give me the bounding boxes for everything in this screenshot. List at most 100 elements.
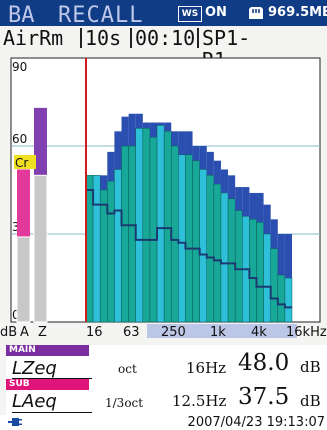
- x-tick-label: 1k: [210, 325, 226, 340]
- band-max-bar: [128, 113, 136, 146]
- x-tick-label: 16kHz: [286, 325, 327, 340]
- x-tick-label: 250: [161, 325, 186, 340]
- band-eq-bar: [149, 136, 158, 323]
- band-eq-bar: [142, 128, 151, 323]
- band-eq-bar: [270, 248, 279, 323]
- band-eq-bar: [185, 154, 193, 323]
- band-max-bar: [228, 175, 236, 199]
- broadband-max-bar: [34, 107, 47, 176]
- main-value: 48.0: [238, 350, 290, 376]
- sub-underline: [12, 412, 92, 413]
- band-eq-bar: [284, 277, 293, 323]
- band-max-bar: [121, 116, 129, 146]
- spectrum-chart: 0306090CrdBAZ16632501k4k16kHz: [0, 57, 327, 340]
- band-eq-bar: [156, 125, 165, 323]
- band-max-bar: [164, 122, 172, 132]
- band-eq-bar: [213, 183, 222, 323]
- band-eq-bar: [227, 198, 236, 323]
- band-eq-bar: [128, 145, 136, 323]
- band-eq-bar: [170, 145, 179, 323]
- setup-name: SP1-R1-SG: [202, 26, 251, 93]
- broadband-eq-bar: [16, 236, 31, 323]
- band-eq-bar: [99, 189, 108, 323]
- band-eq-bar: [277, 274, 286, 323]
- y-tick-label: 90: [12, 60, 27, 74]
- main-frequency: 16Hz: [186, 359, 227, 377]
- band-eq-bar: [163, 131, 172, 323]
- band-max-bar: [270, 219, 278, 249]
- info-divider: [130, 28, 132, 48]
- band-max-bar: [220, 169, 229, 193]
- band-max-bar: [100, 175, 108, 190]
- sub-value: 37.5: [238, 384, 290, 410]
- x-tick-label: dB: [0, 325, 17, 340]
- band-max-bar: [213, 160, 221, 185]
- x-tick-label: Z: [38, 325, 47, 340]
- broadband-eq-bar: [33, 174, 48, 323]
- band-eq-bar: [121, 145, 129, 323]
- band-max-bar: [284, 234, 292, 278]
- location-name: AirRm: [3, 26, 64, 50]
- elapsed-time: 00:10: [135, 26, 196, 50]
- readout-panel: MAIN LZeq oct 16Hz 48.0 dB SUB LAeq 1/3o…: [6, 345, 327, 415]
- band-max-bar: [185, 131, 193, 155]
- cursor-badge-label: Cr: [15, 156, 28, 170]
- main-measure: LZeq: [12, 358, 57, 379]
- band-eq-bar: [178, 154, 186, 323]
- band-max-bar: [171, 131, 179, 146]
- interval-value: 10s: [85, 26, 122, 50]
- band-eq-bar: [234, 210, 243, 323]
- band-eq-bar: [249, 219, 257, 323]
- y-tick-label: 60: [12, 132, 27, 146]
- band-max-bar: [249, 192, 257, 220]
- band-max-bar: [107, 151, 115, 182]
- band-eq-bar: [135, 128, 144, 323]
- band-max-bar: [114, 131, 122, 170]
- band-eq-bar: [92, 175, 101, 323]
- main-underline: [12, 378, 92, 379]
- band-max-bar: [235, 187, 243, 211]
- footer-bar: 2007/04/23 19:13:07: [0, 415, 327, 430]
- timestamp: 2007/04/23 19:13:07: [187, 415, 325, 430]
- band-max-bar: [242, 187, 250, 217]
- info-divider: [197, 28, 199, 48]
- sub-band: 1/3oct: [105, 396, 144, 410]
- band-max-bar: [192, 146, 200, 161]
- band-eq-bar: [192, 160, 200, 323]
- sub-measure: LAeq: [12, 391, 57, 412]
- screen-title: RECALL: [58, 3, 144, 28]
- band-eq-bar: [199, 169, 208, 323]
- main-unit: dB: [300, 358, 321, 376]
- band-min-line: [86, 189, 292, 309]
- band-eq-bar: [114, 169, 122, 323]
- band-max-bar: [178, 131, 186, 155]
- ws-indicator: WS: [178, 6, 202, 22]
- info-divider: [80, 28, 82, 48]
- x-tick-label: A: [20, 325, 29, 340]
- x-tick-label: 16: [86, 325, 103, 340]
- band-max-bar: [135, 113, 143, 129]
- band-eq-bar: [263, 233, 271, 323]
- x-tick-label: 63: [123, 325, 140, 340]
- band-max-bar: [277, 234, 285, 276]
- main-label: MAIN: [6, 345, 89, 356]
- x-tick-label: 4k: [251, 325, 267, 340]
- sd-card-icon: [249, 7, 263, 19]
- mode-label: BA: [8, 3, 35, 28]
- band-eq-bar: [107, 180, 115, 323]
- y-tick-label: 0: [12, 308, 20, 322]
- band-max-bar: [206, 151, 214, 176]
- power-plug-icon: [8, 418, 22, 426]
- band-max-bar: [142, 122, 150, 129]
- band-max-bar: [256, 192, 264, 223]
- band-eq-bar: [85, 175, 94, 323]
- band-max-bar: [149, 122, 158, 138]
- band-eq-bar: [206, 175, 215, 323]
- ws-state: ON: [205, 5, 227, 20]
- band-eq-bar: [256, 222, 264, 323]
- sub-label: SUB: [6, 379, 89, 390]
- cursor-badge: [14, 155, 36, 169]
- main-band: oct: [118, 362, 137, 376]
- band-max-bar: [199, 146, 207, 170]
